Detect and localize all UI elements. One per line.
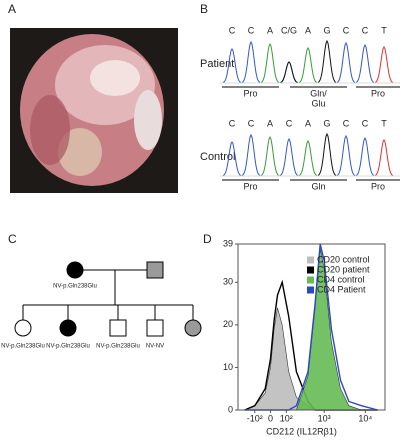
row-label: Patient [200, 58, 234, 70]
chromatograms: C C A C/G A G C C T Pro Gln/Glu Pro C C A C A G C C T Pro Gln P… [220, 25, 400, 191]
codon-label: Pro [243, 88, 257, 98]
base-call: C [343, 118, 350, 128]
panel-label: B [200, 2, 208, 16]
x-tick-label: 10³ [318, 413, 331, 423]
row-label: Control [200, 151, 235, 163]
base-call: T [381, 118, 387, 128]
base-call: C [248, 25, 255, 35]
histogram: 0 10 20 30 39 -10² 0 10² 10³ 10⁴ CD212 (IL12Rβ1) CD… [223, 238, 386, 436]
genotype: NV-p.Gln238Glu [46, 344, 90, 350]
base-call: C [362, 118, 369, 128]
endoscopy-image [10, 28, 178, 193]
trace-peak [336, 41, 356, 84]
base-call: G [323, 118, 330, 128]
base-call: C [362, 25, 369, 35]
base-call: C [229, 118, 236, 128]
base-call: T [381, 25, 387, 35]
y-tick-label: 20 [223, 319, 233, 329]
x-tick-label: 0 [268, 413, 273, 423]
y-tick-label: 30 [223, 277, 233, 287]
legend-label: CD4 control [317, 274, 365, 284]
trace-peak [241, 40, 261, 83]
trace-peak [222, 140, 242, 177]
base-call: C [248, 118, 255, 128]
trace-peak [298, 139, 318, 177]
legend-label: CD20 control [317, 254, 370, 264]
trace-peak [298, 46, 318, 84]
base-call: A [305, 118, 311, 128]
trace-peak [317, 132, 337, 176]
panel-label: A [8, 2, 16, 16]
legend-label: CD20 patient [317, 264, 370, 274]
panel-label: D [203, 232, 212, 246]
x-tick-label: 10² [280, 413, 293, 423]
legend-label: CD4 Patient [317, 284, 366, 294]
trace-peak [355, 43, 375, 84]
codon-label: Pro [371, 181, 385, 191]
codon-label: Gln/ [310, 88, 327, 98]
trace-peak [279, 61, 299, 84]
genotype: NV-p.Gln238Glu [53, 284, 97, 290]
legend-swatch [307, 286, 314, 294]
y-tick-label: 39 [223, 238, 233, 248]
trace-peak [374, 138, 394, 177]
legend-swatch [307, 276, 314, 284]
trace-peak [317, 39, 337, 83]
base-call: C [229, 25, 236, 35]
x-tick-label: -10² [247, 413, 263, 423]
y-tick-label: 10 [223, 362, 233, 372]
genotype: NV-NV [146, 344, 164, 350]
base-call: C/G [281, 25, 297, 35]
pedigree [14, 261, 202, 337]
codon-label: Glu [311, 98, 325, 108]
y-tick-label: 0 [228, 404, 233, 414]
base-call: C [286, 118, 293, 128]
panel-label: C [8, 232, 17, 246]
codon-label: Gln [311, 181, 325, 191]
trace-peak [260, 135, 280, 177]
children-labels: NV-p.Gln238Glu NV-p.Gln238Glu NV-p.Gln238G… [1, 344, 164, 350]
base-call: A [267, 118, 273, 128]
codon-label: Pro [371, 88, 385, 98]
base-call: A [305, 25, 311, 35]
trace-peak [260, 42, 280, 84]
codon-label: Pro [243, 181, 257, 191]
base-call: A [267, 25, 273, 35]
base-call: C [343, 25, 350, 35]
trace-peak [241, 133, 261, 176]
base-call: G [323, 25, 330, 35]
plot-frame [237, 243, 386, 411]
legend-swatch [307, 256, 314, 264]
trace-peak [336, 134, 356, 177]
trace-peak [222, 47, 242, 84]
trace-peak [355, 136, 375, 177]
trace-peak [374, 45, 394, 84]
trace-peak [279, 137, 299, 177]
legend-swatch [307, 266, 314, 274]
x-tick-label: 10⁴ [358, 413, 372, 423]
genotype: NV-p.Gln238Glu [1, 344, 45, 350]
genotype: NV-p.Gln238Glu [96, 344, 140, 350]
x-axis-label: CD212 (IL12Rβ1) [266, 426, 337, 436]
